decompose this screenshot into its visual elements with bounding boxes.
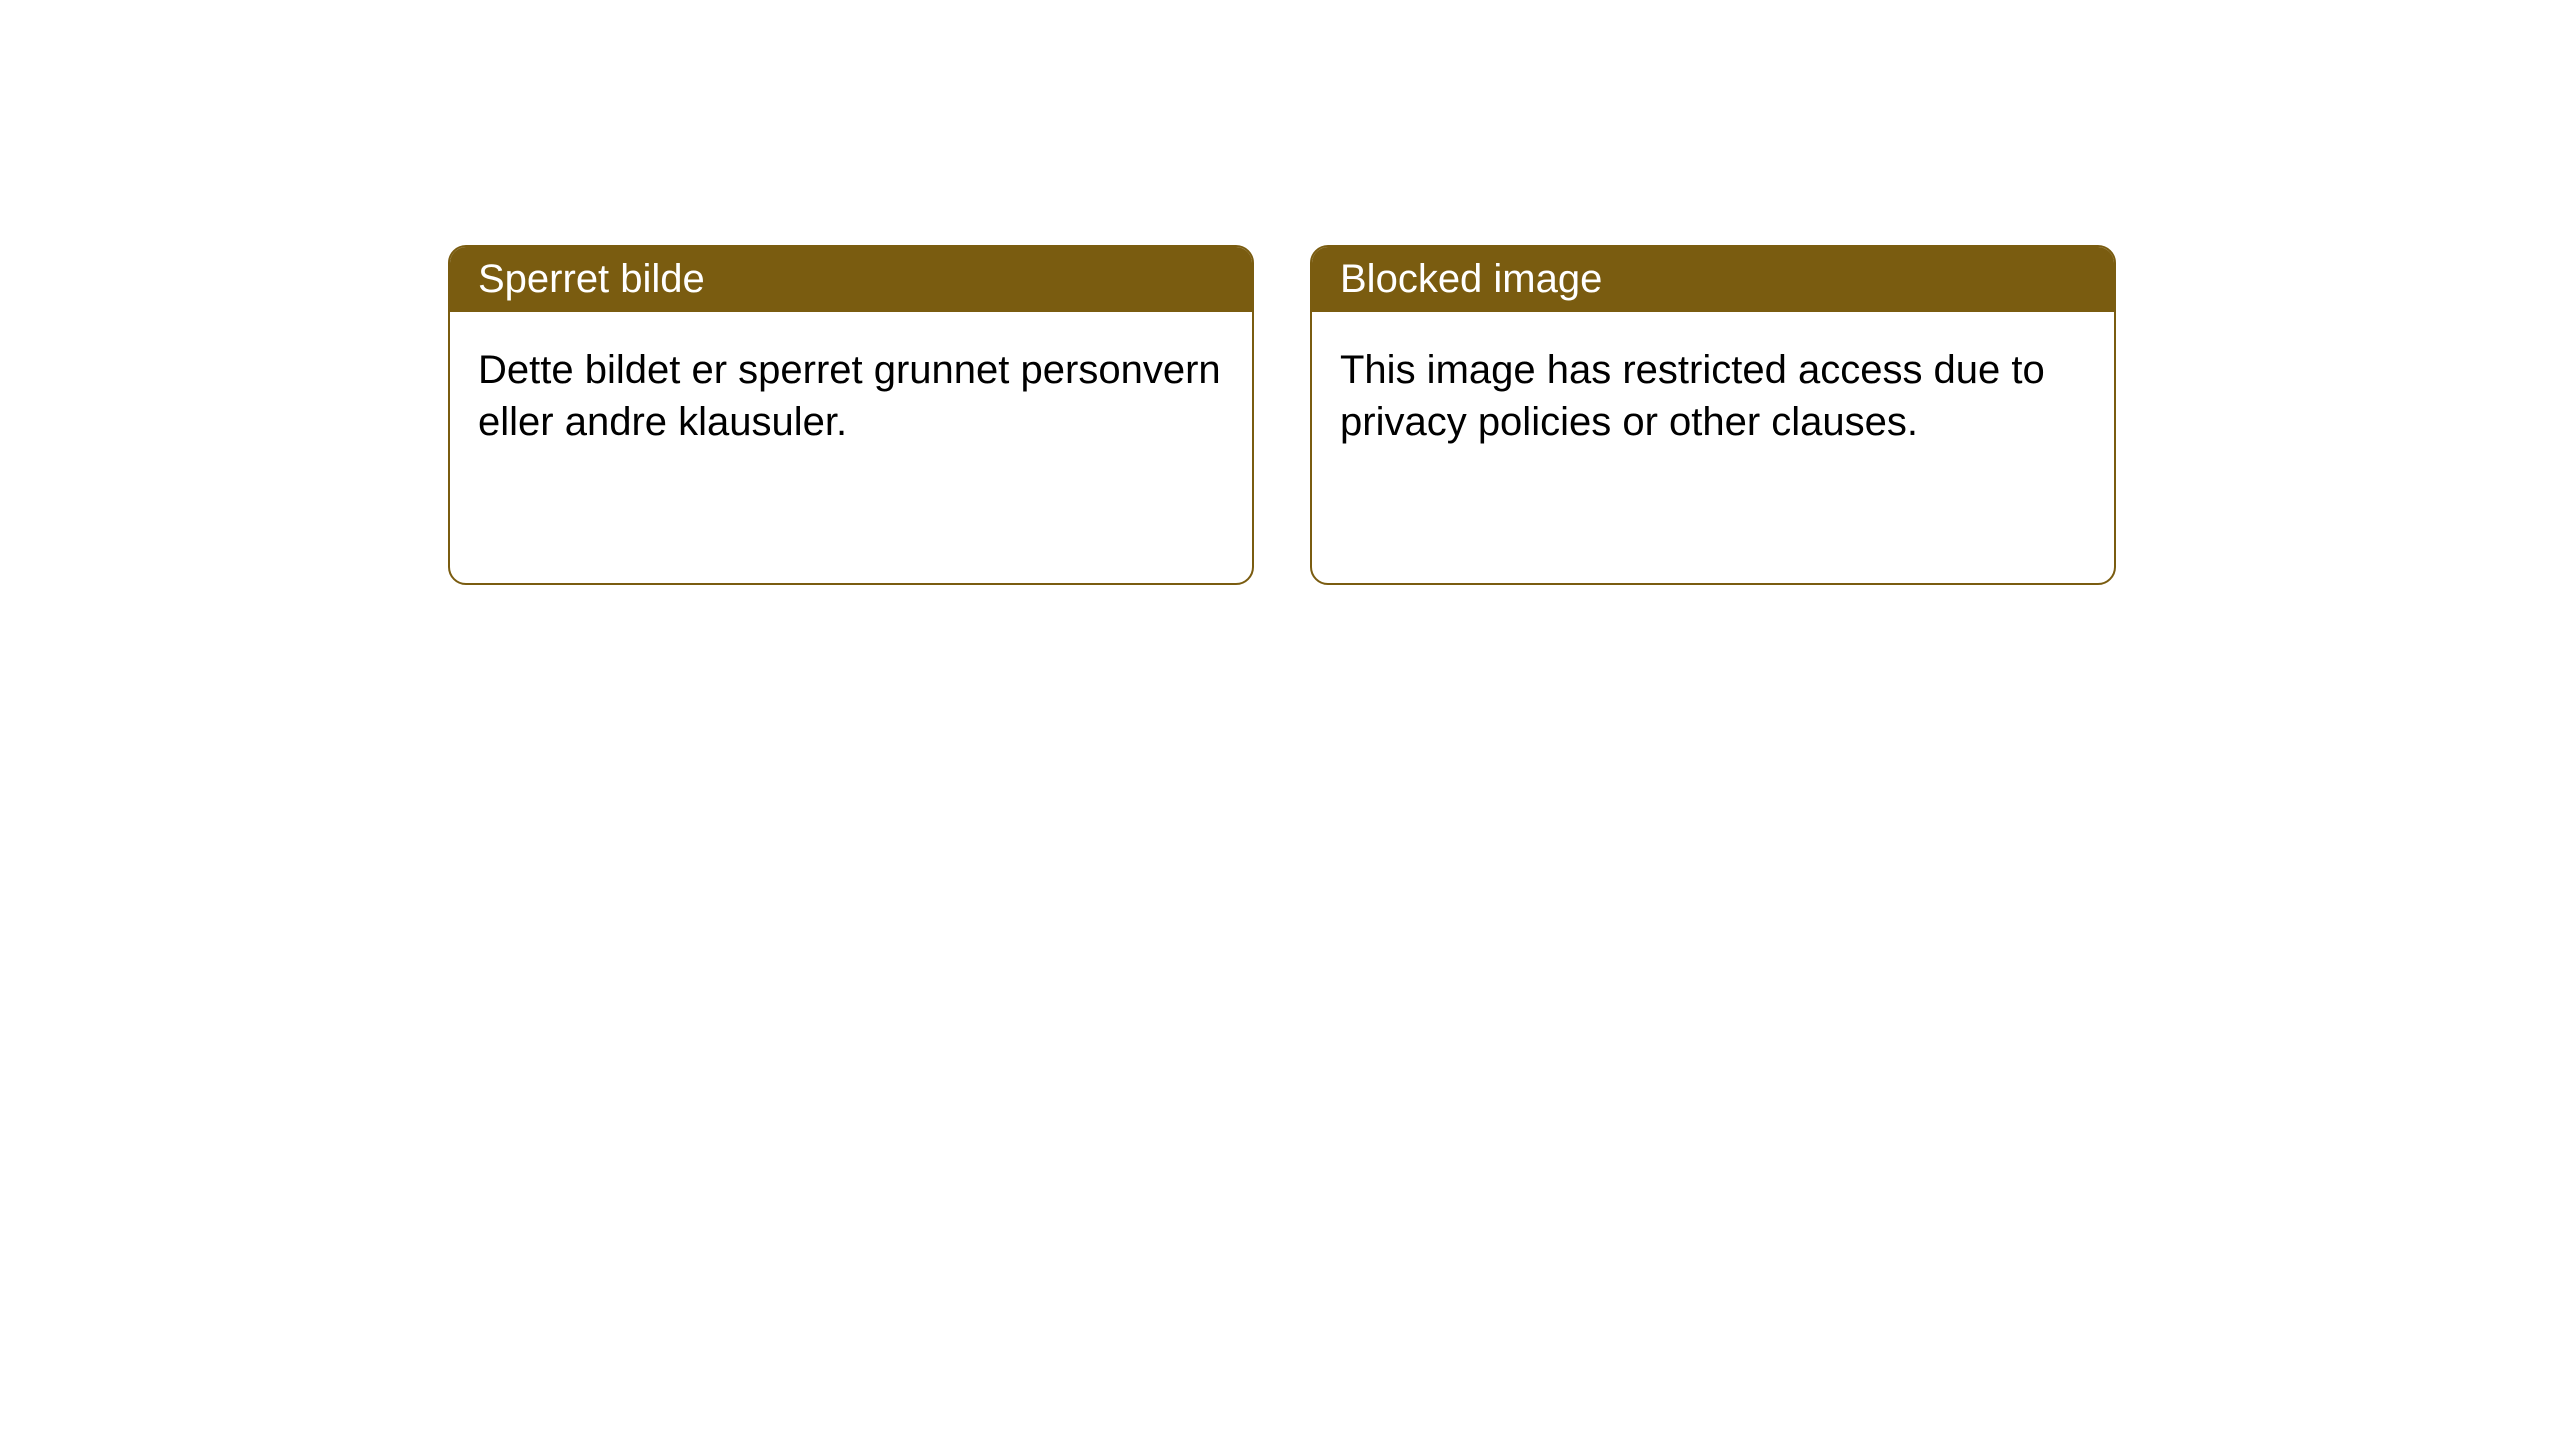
notice-body: Dette bildet er sperret grunnet personve… bbox=[450, 312, 1252, 480]
notice-header: Blocked image bbox=[1312, 247, 2114, 312]
notice-body: This image has restricted access due to … bbox=[1312, 312, 2114, 480]
notice-card-english: Blocked image This image has restricted … bbox=[1310, 245, 2116, 585]
notice-card-norwegian: Sperret bilde Dette bildet er sperret gr… bbox=[448, 245, 1254, 585]
notice-header: Sperret bilde bbox=[450, 247, 1252, 312]
notice-container: Sperret bilde Dette bildet er sperret gr… bbox=[0, 0, 2560, 585]
